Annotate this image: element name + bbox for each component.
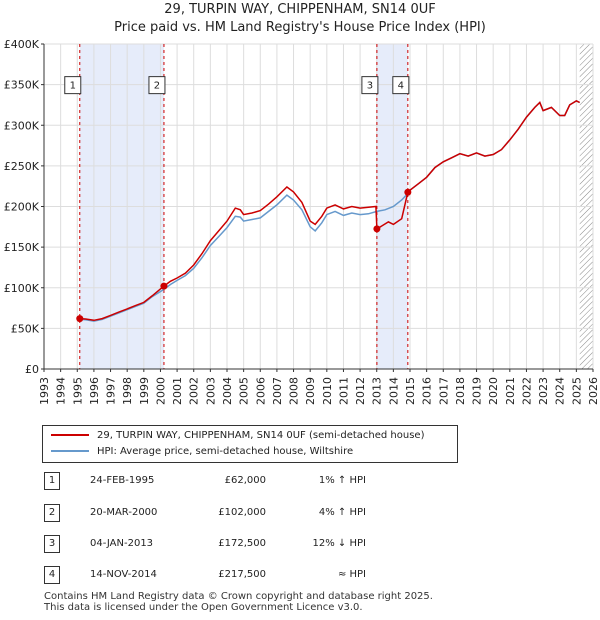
x-tick-label: 2010 (321, 377, 334, 405)
y-tick-label: £200K (4, 201, 40, 214)
x-tick-label: 2007 (271, 377, 284, 405)
x-tick-label: 1997 (105, 377, 118, 405)
x-tick-label: 2000 (154, 377, 167, 405)
y-tick-label: £350K (4, 79, 40, 92)
transaction-number: 4 (44, 566, 60, 584)
sale-point (373, 225, 381, 233)
transaction-hpi: 12% ↓ HPI (312, 538, 366, 549)
sale-point (76, 315, 84, 323)
x-tick-label: 1996 (88, 377, 101, 405)
x-tick-label: 2023 (537, 377, 550, 405)
price-series-line (79, 100, 581, 322)
x-tick-label: 2024 (554, 377, 567, 405)
x-tick-label: 1994 (55, 377, 68, 405)
transaction-date: 20-MAR-2000 (90, 507, 158, 518)
transaction-number: 2 (44, 504, 60, 522)
transaction-price: £172,500 (218, 538, 266, 549)
transaction-number: 1 (44, 472, 60, 490)
x-tick-label: 2012 (354, 377, 367, 405)
sale-label-number: 1 (70, 81, 76, 92)
x-tick-label: 2018 (454, 377, 467, 405)
sale-label-number: 4 (398, 81, 404, 92)
x-tick-label: 2011 (337, 377, 350, 405)
y-tick-label: £250K (4, 160, 40, 173)
x-tick-label: 2026 (587, 377, 600, 405)
x-tick-label: 1998 (121, 377, 134, 405)
x-tick-label: 2019 (471, 377, 484, 405)
transaction-date: 14-NOV-2014 (90, 569, 157, 580)
transaction-hpi: ≈ HPI (337, 569, 366, 580)
transaction-row: 2 20-MAR-2000 £102,000 4% ↑ HPI (42, 504, 422, 522)
y-tick-label: £0 (25, 363, 39, 376)
x-tick-label: 2003 (204, 377, 217, 405)
sale-point (404, 188, 412, 196)
x-tick-label: 2017 (437, 377, 450, 405)
x-tick-label: 2001 (171, 377, 184, 405)
transaction-row: 1 24-FEB-1995 £62,000 1% ↑ HPI (42, 472, 422, 490)
y-tick-label: £400K (4, 38, 40, 51)
sale-label-box (361, 76, 379, 95)
x-tick-label: 2006 (254, 377, 267, 405)
transaction-number: 3 (44, 535, 60, 553)
legend-swatch-price (51, 434, 89, 436)
x-tick-label: 2015 (404, 377, 417, 405)
x-tick-label: 2016 (421, 377, 434, 405)
x-tick-label: 2020 (487, 377, 500, 405)
price-chart: 1 2 3 4 £0 £50K £100K £150K £200K £250K £300K £350… (4, 38, 600, 405)
x-tick-label: 2002 (188, 377, 201, 405)
transaction-price: £217,500 (218, 569, 266, 580)
legend-item-price: 29, TURPIN WAY, CHIPPENHAM, SN14 0UF (se… (51, 429, 424, 443)
x-tick-label: 1995 (71, 377, 84, 405)
x-tick-label: 2021 (504, 377, 517, 405)
x-tick-label: 2022 (520, 377, 533, 405)
y-tick-label: £50K (11, 322, 40, 335)
legend-label-hpi: HPI: Average price, semi-detached house,… (97, 446, 354, 457)
legend-label-price: 29, TURPIN WAY, CHIPPENHAM, SN14 0UF (se… (97, 430, 425, 441)
x-tick-label: 1993 (38, 377, 51, 405)
y-tick-label: £100K (4, 282, 40, 295)
x-tick-label: 2004 (221, 377, 234, 405)
x-tick-label: 2013 (371, 377, 384, 405)
footer-licence: This data is licensed under the Open Gov… (44, 602, 363, 613)
transaction-price: £102,000 (218, 507, 266, 518)
sale-label-number: 2 (154, 81, 160, 92)
legend-item-hpi: HPI: Average price, semi-detached house,… (51, 445, 353, 459)
chart-subtitle: Price paid vs. HM Land Registry's House … (114, 20, 486, 35)
x-tick-label: 1999 (138, 377, 151, 405)
x-tick-label: 2014 (387, 377, 400, 405)
legend: 29, TURPIN WAY, CHIPPENHAM, SN14 0UF (se… (42, 425, 458, 463)
x-tick-label: 2025 (570, 377, 583, 405)
transaction-hpi: 4% ↑ HPI (318, 507, 366, 518)
transaction-hpi: 1% ↑ HPI (318, 475, 366, 486)
sale-label-box (64, 76, 82, 95)
sale-label-box (392, 76, 410, 95)
chart-title-address: 29, TURPIN WAY, CHIPPENHAM, SN14 0UF (164, 2, 436, 17)
footer-copyright: Contains HM Land Registry data © Crown c… (44, 591, 433, 602)
y-tick-label: £300K (4, 119, 40, 132)
legend-swatch-hpi (51, 450, 89, 452)
transaction-row: 3 04-JAN-2013 £172,500 12% ↓ HPI (42, 535, 422, 553)
x-tick-label: 2008 (288, 377, 301, 405)
transaction-price: £62,000 (224, 475, 266, 486)
sale-label-number: 3 (367, 81, 373, 92)
y-tick-label: £150K (4, 241, 40, 254)
x-tick-label: 2009 (304, 377, 317, 405)
transaction-row: 4 14-NOV-2014 £217,500 ≈ HPI (42, 566, 422, 584)
sale-label-box (148, 76, 166, 95)
transaction-date: 04-JAN-2013 (90, 538, 154, 549)
x-tick-label: 2005 (238, 377, 251, 405)
transaction-date: 24-FEB-1995 (90, 475, 155, 486)
sale-point (160, 282, 168, 290)
